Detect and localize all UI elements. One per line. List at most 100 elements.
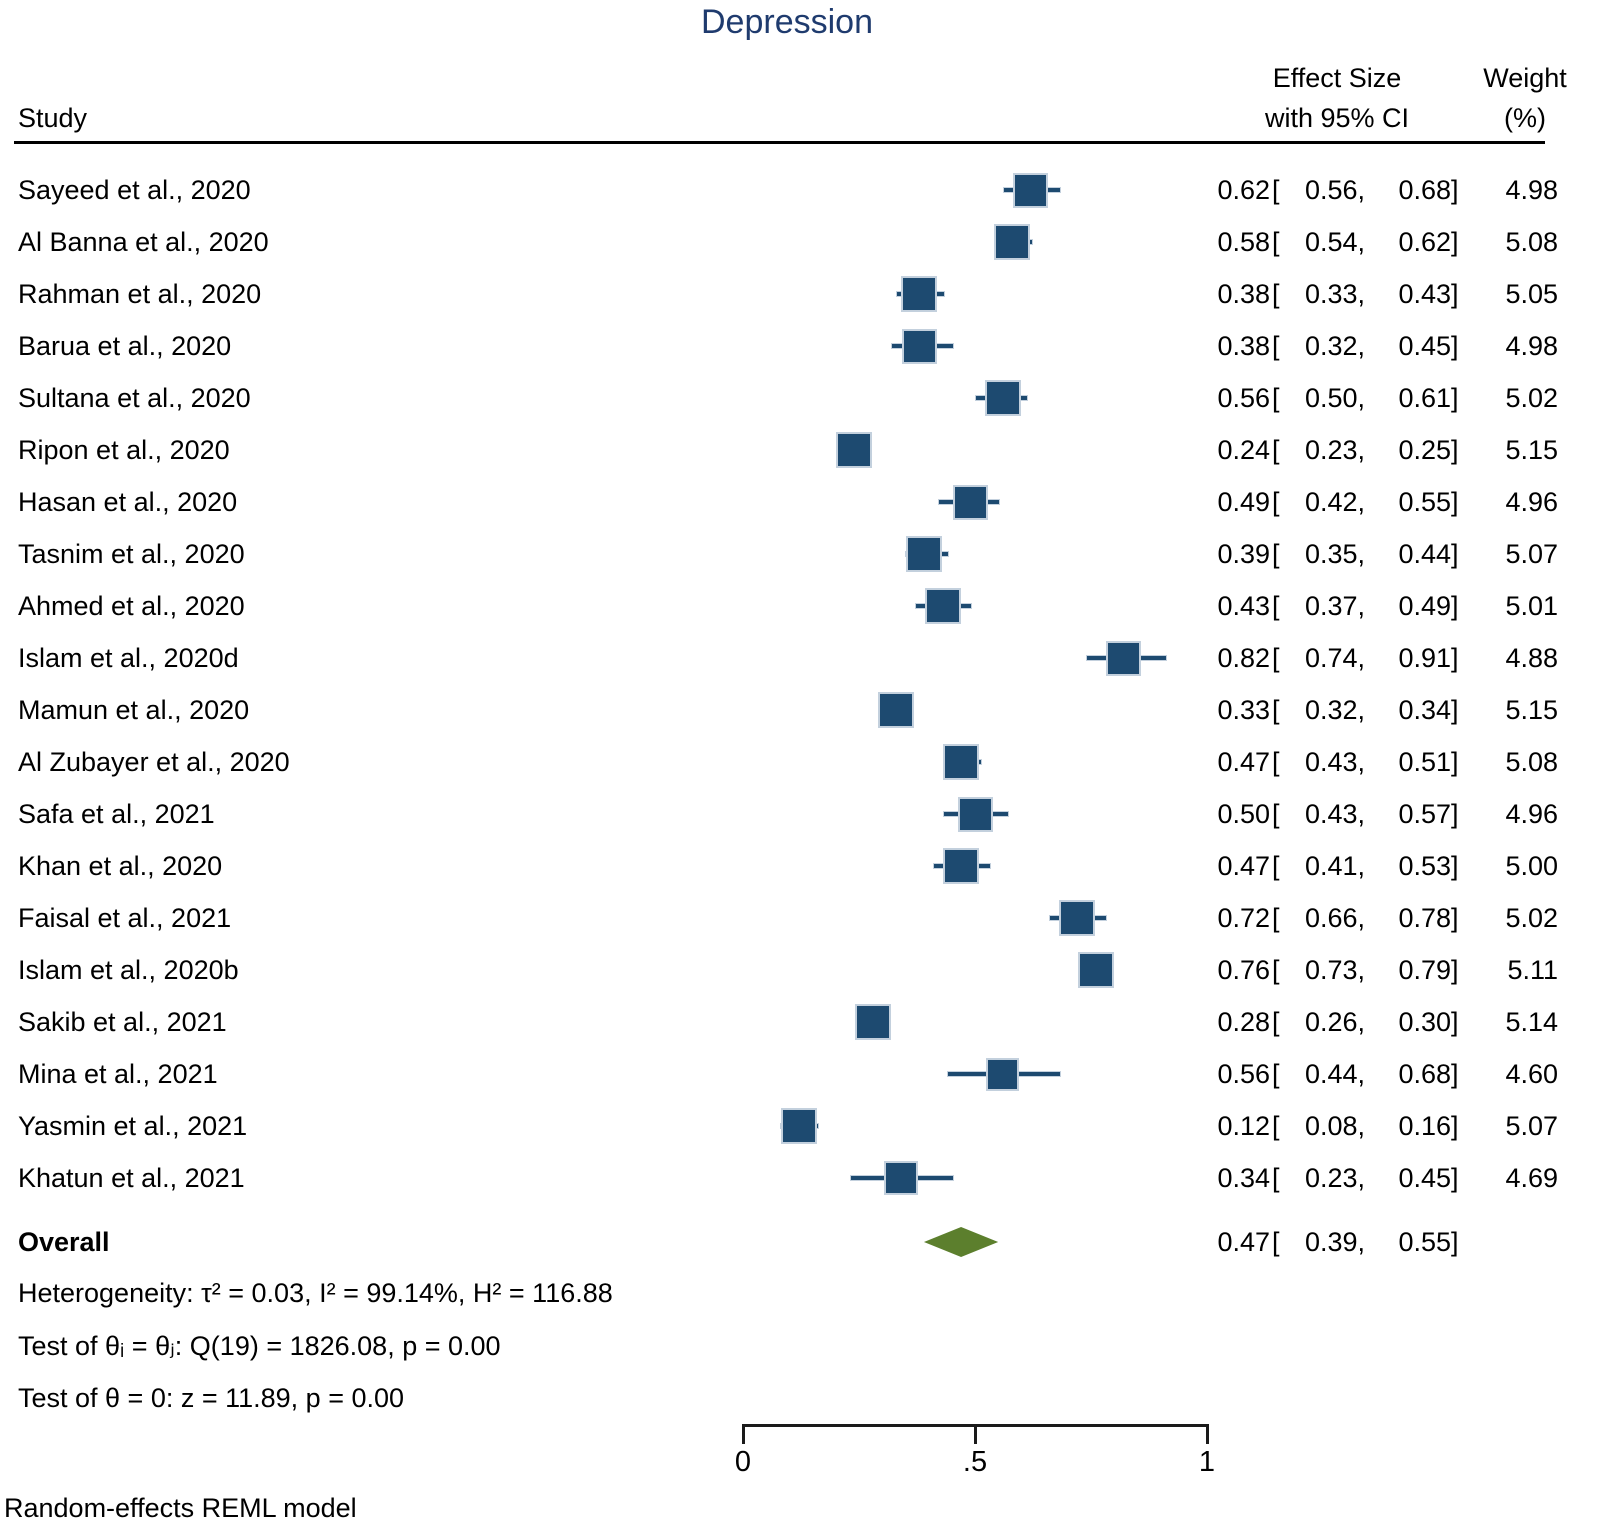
study-row: Hasan et al., 2020 0.49 [0.42, 0.55] 4.96: [0, 476, 1600, 528]
ci-upper-value: 0.62: [1398, 227, 1452, 257]
study-label: Khan et al., 2020: [18, 851, 223, 881]
effect-size-marker: [924, 588, 961, 624]
study-label: Rahman et al., 2020: [18, 279, 262, 309]
overall-label: Overall: [18, 1227, 110, 1257]
column-header-weight: Weight (%): [1483, 63, 1567, 133]
confidence-interval-text: [0.43, 0.57]: [1272, 788, 1459, 840]
effect-estimate-value: 0.24: [1217, 435, 1270, 465]
study-label: Sakib et al., 2021: [18, 1007, 227, 1037]
ci-lower-value: 0.23: [1304, 1163, 1358, 1193]
weight-value: 5.11: [1507, 955, 1558, 985]
ci-upper-value: 0.91: [1398, 643, 1452, 673]
study-label: Yasmin et al., 2021: [18, 1111, 248, 1141]
confidence-interval-text: [0.08, 0.16]: [1272, 1100, 1459, 1152]
ci-upper-value: 0.44: [1398, 539, 1452, 569]
effect-estimate-value: 0.12: [1217, 1111, 1270, 1141]
study-row: Khan et al., 2020 0.47 [0.41, 0.53] 5.00: [0, 840, 1600, 892]
effect-estimate-value: 0.47: [1217, 747, 1270, 777]
effect-estimate-value: 0.43: [1217, 591, 1270, 621]
study-row: Islam et al., 2020d 0.82 [0.74, 0.91] 4.8…: [0, 632, 1600, 684]
effect-size-marker: [994, 224, 1031, 260]
study-row: Ripon et al., 2020 0.24 [0.23, 0.25] 5.15: [0, 424, 1600, 476]
effect-estimate-value: 0.56: [1217, 1059, 1270, 1089]
ci-lower-value: 0.32: [1304, 331, 1358, 361]
effect-size-marker: [957, 796, 993, 832]
weight-value: 5.01: [1505, 591, 1558, 621]
confidence-interval-text: [0.66, 0.78]: [1272, 892, 1459, 944]
column-header-effect-size: Effect Size with 95% CI: [1264, 63, 1410, 133]
ci-lower-value: 0.74: [1304, 643, 1358, 673]
weight-value: 4.96: [1505, 799, 1558, 829]
confidence-interval-text: [0.74, 0.91]: [1272, 632, 1459, 684]
model-note: Random-effects REML model: [4, 1493, 357, 1523]
weight-value: 5.05: [1505, 279, 1558, 309]
effect-size-marker: [984, 380, 1021, 416]
effect-size-marker: [986, 1057, 1020, 1091]
effect-estimate-value: 0.28: [1217, 1007, 1270, 1037]
ci-lower-value: 0.43: [1304, 747, 1358, 777]
study-label: Islam et al., 2020b: [18, 955, 239, 985]
effect-size-marker: [1105, 640, 1141, 676]
effect-size-marker: [905, 536, 942, 572]
ci-upper-value: 0.30: [1398, 1007, 1452, 1037]
study-label: Sultana et al., 2020: [18, 383, 251, 413]
ci-upper-value: 0.45: [1398, 331, 1452, 361]
weight-value: 4.98: [1505, 175, 1558, 205]
study-label: Ripon et al., 2020: [18, 435, 230, 465]
weight-value: 4.98: [1505, 331, 1558, 361]
effect-estimate-value: 0.72: [1217, 903, 1270, 933]
ci-upper-value: 0.25: [1398, 435, 1452, 465]
weight-value: 4.60: [1505, 1059, 1558, 1089]
ci-upper-value: 0.68: [1398, 175, 1452, 205]
axis-tick-label: 0: [734, 1446, 752, 1478]
overall-estimate-value: 0.47: [1217, 1227, 1270, 1257]
study-row: Safa et al., 2021 0.50 [0.43, 0.57] 4.96: [0, 788, 1600, 840]
confidence-interval-text: [0.35, 0.44]: [1272, 528, 1459, 580]
effect-estimate-value: 0.76: [1217, 955, 1270, 985]
ci-lower-value: 0.44: [1304, 1059, 1358, 1089]
study-label: Islam et al., 2020d: [18, 643, 239, 673]
weight-value: 5.14: [1505, 1007, 1558, 1037]
axis-tick: [973, 1424, 977, 1444]
study-row: Sayeed et al., 2020 0.62 [0.56, 0.68] 4.9…: [0, 164, 1600, 216]
confidence-interval-text: [0.56, 0.68]: [1272, 164, 1459, 216]
study-label: Tasnim et al., 2020: [18, 539, 245, 569]
effect-estimate-value: 0.38: [1217, 279, 1270, 309]
confidence-interval-text: [0.73, 0.79]: [1272, 944, 1459, 996]
study-row: Al Banna et al., 2020 0.58 [0.54, 0.62] 5…: [0, 216, 1600, 268]
heterogeneity-stats: Heterogeneity: τ² = 0.03, I² = 99.14%, H…: [18, 1278, 613, 1308]
overall-diamond-marker: [923, 1227, 999, 1257]
axis-tick: [1205, 1424, 1209, 1444]
study-row: Tasnim et al., 2020 0.39 [0.35, 0.44] 5.0…: [0, 528, 1600, 580]
study-label: Al Banna et al., 2020: [18, 227, 269, 257]
confidence-interval-text: [0.37, 0.49]: [1272, 580, 1459, 632]
confidence-interval-text: [0.23, 0.45]: [1272, 1152, 1459, 1204]
effect-estimate-value: 0.62: [1217, 175, 1270, 205]
confidence-interval-text: [0.41, 0.53]: [1272, 840, 1459, 892]
study-row: Yasmin et al., 2021 0.12 [0.08, 0.16] 5.0…: [0, 1100, 1600, 1152]
confidence-interval-text: [0.32, 0.34]: [1272, 684, 1459, 736]
overall-ci-upper: 0.55: [1398, 1227, 1452, 1257]
ci-upper-value: 0.79: [1398, 955, 1452, 985]
ci-upper-value: 0.51: [1398, 747, 1452, 777]
effect-estimate-value: 0.34: [1217, 1163, 1270, 1193]
ci-lower-value: 0.26: [1304, 1007, 1358, 1037]
effect-size-marker: [901, 276, 938, 312]
study-label: Mina et al., 2021: [18, 1059, 218, 1089]
ci-lower-value: 0.42: [1304, 487, 1358, 517]
study-label: Sayeed et al., 2020: [18, 175, 251, 205]
ci-lower-value: 0.73: [1304, 955, 1358, 985]
effect-estimate-value: 0.38: [1217, 331, 1270, 361]
weight-value: 5.07: [1505, 1111, 1558, 1141]
study-label: Faisal et al., 2021: [18, 903, 232, 933]
weight-value: 5.15: [1505, 695, 1558, 725]
study-row: Rahman et al., 2020 0.38 [0.33, 0.43] 5.0…: [0, 268, 1600, 320]
effect-size-marker: [943, 848, 980, 884]
effect-size-marker: [780, 1108, 817, 1144]
confidence-interval-text: [0.42, 0.55]: [1272, 476, 1459, 528]
ci-upper-value: 0.68: [1398, 1059, 1452, 1089]
effect-size-marker: [1059, 900, 1096, 936]
z-test-stats: Test of θ = 0: z = 11.89, p = 0.00: [18, 1383, 405, 1413]
weight-value: 5.02: [1505, 383, 1558, 413]
weight-value: 5.15: [1505, 435, 1558, 465]
